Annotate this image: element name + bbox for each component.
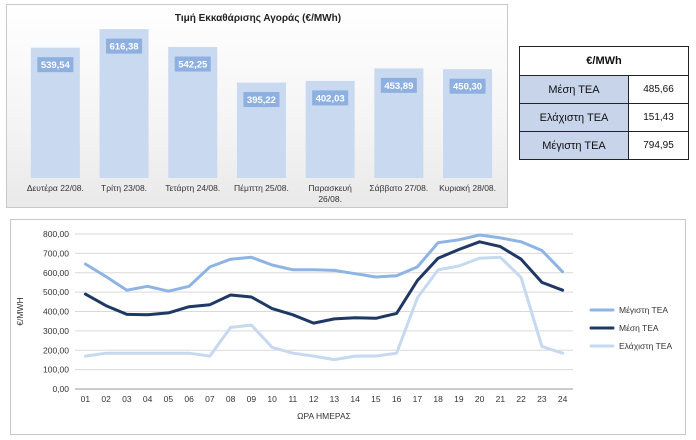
legend-entry: Μέγιστη ΤΕΑ [619, 305, 668, 315]
line-chart-panel: 0,00 100,00 200,00 300,00 400,00 500,00 600,00… [10, 219, 686, 435]
stats-label-max: Μέγιστη ΤΕΑ [519, 131, 629, 160]
data-label-box [449, 78, 486, 94]
tick-label-cont: 26/08. [318, 194, 342, 204]
legend-entry: Μέση ΤΕΑ [619, 323, 659, 333]
table-row: Μέση ΤΕΑ 485,66 [519, 75, 689, 104]
tick-label: Τετάρτη 24/08. [165, 183, 220, 193]
data-label-box [106, 38, 143, 54]
data-label: 539,54 [41, 60, 71, 71]
y-tick-label: 700,00 [43, 248, 69, 258]
x-tick-label: 19 [454, 394, 464, 404]
stats-value-mean: 485,66 [628, 75, 689, 104]
data-label: 402,03 [316, 93, 345, 104]
x-tick-label: 17 [413, 394, 423, 404]
x-tick-label: 23 [537, 394, 547, 404]
x-tick-label: 24 [558, 394, 568, 404]
chart-title: Τιμή Εκκαθάρισης Αγοράς (€/MWh) [175, 13, 341, 24]
x-tick-label: 13 [330, 394, 340, 404]
x-tick-label: 01 [81, 394, 91, 404]
y-tick-label: 300,00 [43, 326, 69, 336]
x-tick-label: 11 [288, 394, 297, 404]
data-label: 395,22 [247, 95, 276, 106]
table-row: Ελάχιστη ΤΕΑ 151,43 [519, 103, 689, 132]
x-tick-label: 09 [247, 394, 257, 404]
series-line [83, 255, 565, 362]
y-tick-label: 400,00 [43, 307, 69, 317]
y-tick-label: 200,00 [43, 345, 69, 355]
data-label-box [37, 57, 74, 73]
data-label: 450,30 [453, 82, 482, 93]
stats-table-header: €/MWh [519, 46, 689, 76]
data-label-box [380, 77, 417, 93]
x-tick-label: 20 [475, 394, 485, 404]
x-tick-label: 10 [267, 394, 277, 404]
stats-label-mean: Μέση ΤΕΑ [519, 75, 629, 104]
x-tick-label: 04 [143, 394, 153, 404]
legend-entry: Ελάχιστη ΤΕΑ [619, 341, 672, 351]
stats-table: €/MWh Μέση ΤΕΑ 485,66 Ελάχιστη ΤΕΑ 151,4… [519, 46, 689, 160]
line-chart: 0,00 100,00 200,00 300,00 400,00 500,00 600,00… [15, 229, 672, 421]
x-tick-label: 16 [392, 394, 402, 404]
stats-value-min: 151,43 [628, 103, 689, 132]
stats-value-max: 794,95 [628, 131, 689, 160]
series-line [83, 233, 565, 293]
x-tick-label: 03 [122, 394, 132, 404]
x-tick-label: 02 [101, 394, 111, 404]
x-tick-label: 08 [226, 394, 236, 404]
y-tick-label: 600,00 [43, 268, 69, 278]
bar-chart: Τιμή Εκκαθάρισης Αγοράς (€/MWh) 539,54 Δευ… [27, 13, 496, 204]
x-tick-label: 14 [350, 394, 360, 404]
x-tick-label: 22 [516, 394, 526, 404]
x-tick-label: 18 [433, 394, 443, 404]
data-label-box [174, 56, 211, 72]
tick-label: Σάββατο 27/08. [369, 183, 428, 193]
x-tick-label: 15 [371, 394, 381, 404]
data-label: 453,89 [384, 81, 413, 92]
data-label-box [312, 90, 349, 106]
x-tick-label: 21 [496, 394, 506, 404]
y-tick-label: 100,00 [43, 365, 69, 375]
series-line [83, 240, 565, 325]
tick-label: Τρίτη 23/08. [101, 183, 147, 193]
tick-label: Πέμπτη 25/08. [234, 183, 289, 193]
y-axis-label: €/MWH [15, 297, 25, 325]
bar [99, 29, 149, 178]
y-tick-label: 800,00 [43, 229, 69, 239]
tick-label: Δευτέρα 22/08. [27, 183, 84, 193]
data-label-box [243, 92, 280, 108]
data-label: 616,38 [110, 42, 139, 53]
x-tick-label: 07 [205, 394, 215, 404]
stats-label-min: Ελάχιστη ΤΕΑ [519, 103, 629, 132]
tick-label: Κυριακή 28/08. [439, 183, 496, 193]
x-tick-label: 05 [164, 394, 174, 404]
bar-chart-panel: Τιμή Εκκαθάρισης Αγοράς (€/MWh) 539,54 Δευ… [6, 4, 508, 208]
x-tick-label: 06 [184, 394, 194, 404]
y-tick-label: 0,00 [52, 384, 69, 394]
table-row: Μέγιστη ΤΕΑ 794,95 [519, 131, 689, 160]
tick-label: Παρασκευή [308, 183, 352, 193]
x-axis-label: ΩΡΑ ΗΜΕΡΑΣ [297, 411, 351, 421]
data-label: 542,25 [178, 60, 208, 71]
y-tick-label: 500,00 [43, 287, 69, 297]
x-tick-label: 12 [309, 394, 319, 404]
